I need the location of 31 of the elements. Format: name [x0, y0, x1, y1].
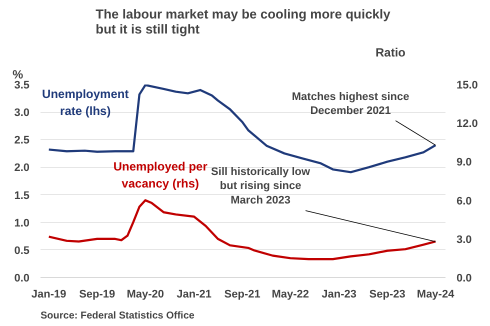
y-tick-label: 3.0	[14, 107, 30, 120]
y-tick-label: 2.0	[14, 162, 30, 174]
annotation: Matches highest since December 2021	[292, 90, 410, 118]
x-tick-label: Jan-23	[322, 288, 356, 300]
x-tick-label: May-22	[272, 288, 310, 300]
y-tick-label: 3.5	[14, 80, 30, 92]
x-tick-label: Sep-21	[224, 288, 260, 300]
y2-tick-label: 15.0	[456, 80, 478, 92]
x-tick-label: May-24	[416, 288, 456, 300]
y2-tick-label: 3.0	[456, 234, 472, 246]
series-label: Unemployment rate (lhs)	[42, 87, 129, 118]
y-tick-label: 2.5	[14, 134, 30, 147]
y-axis-title: %	[12, 68, 24, 82]
x-tick-label: Sep-19	[79, 288, 116, 300]
y-tick-label: 1.5	[14, 190, 30, 202]
y2-tick-label: 9.0	[456, 156, 472, 169]
x-tick-label: Jan-21	[176, 288, 212, 300]
x-tick-label: May-20	[126, 288, 164, 300]
y2-tick-label: 0.0	[456, 272, 472, 284]
x-tick-label: Sep-23	[369, 288, 406, 300]
text: Unemployed per vacancy (rhs)	[113, 160, 208, 190]
y2-axis-title: Ratio	[376, 46, 406, 60]
annotation: Sill historically low but rising since March 2023	[211, 166, 311, 207]
x-tick-label: Jan-19	[31, 288, 66, 300]
y-tick-label: 0.0	[14, 272, 30, 284]
chart-title: The labour market may be cooling more quickly but it is still tight	[96, 6, 392, 36]
y-tick-label: 1.0	[14, 217, 30, 230]
y2-tick-label: 6.0	[456, 195, 472, 208]
y-tick-label: 0.5	[14, 244, 30, 257]
y2-tick-label: 12.0	[456, 118, 478, 130]
source-note: Source: Federal Statistics Office	[40, 310, 195, 322]
